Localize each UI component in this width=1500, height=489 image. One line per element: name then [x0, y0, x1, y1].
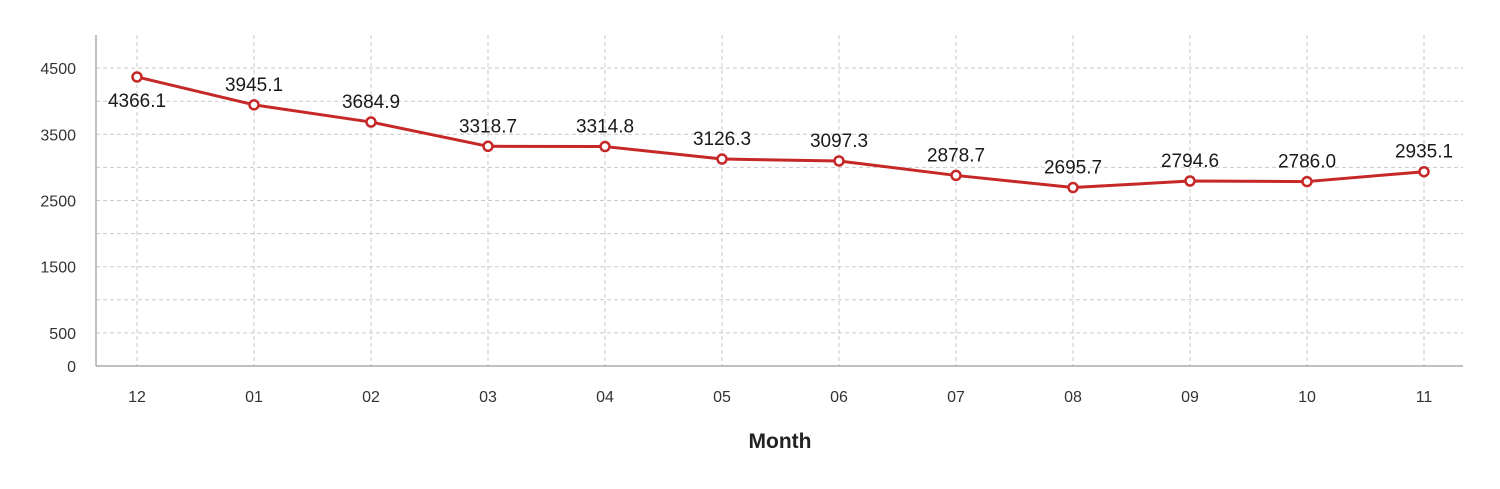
y-axis-ticks: 0 500 1500 2500 3500 4500 — [40, 61, 76, 376]
data-point — [716, 153, 728, 165]
x-tick-label: 02 — [362, 389, 380, 406]
data-label: 3318.7 — [459, 116, 517, 137]
x-axis-title: Month — [749, 430, 812, 453]
data-point — [365, 116, 377, 128]
data-labels: 4366.1 3945.1 3684.9 3318.7 3314.8 3126.3 3097… — [108, 75, 1453, 179]
data-point — [1184, 175, 1196, 187]
data-label: 3684.9 — [342, 92, 400, 113]
x-axis-ticks: 12 01 02 03 04 05 06 07 08 09 10 11 — [128, 389, 1432, 406]
data-point — [131, 71, 143, 83]
x-tick-label: 07 — [947, 389, 965, 406]
x-tick-label: 11 — [1416, 389, 1433, 406]
y-tick-label: 1500 — [40, 260, 76, 277]
data-label: 2794.6 — [1161, 151, 1219, 172]
x-tick-label: 10 — [1298, 389, 1316, 406]
x-tick-label: 12 — [128, 389, 146, 406]
grid — [96, 35, 1463, 366]
series — [131, 71, 1430, 194]
data-label: 2878.7 — [927, 145, 985, 166]
y-tick-label: 2500 — [40, 194, 76, 211]
data-point — [482, 140, 494, 153]
data-point — [950, 169, 962, 182]
data-label: 3945.1 — [225, 75, 283, 96]
data-label: 2786.0 — [1278, 152, 1336, 173]
data-label: 4366.1 — [108, 91, 166, 112]
y-tick-label: 0 — [67, 359, 76, 376]
x-tick-label: 01 — [245, 389, 263, 406]
x-tick-label: 04 — [596, 389, 614, 406]
x-tick-label: 05 — [713, 389, 731, 406]
data-label: 3126.3 — [693, 129, 751, 150]
data-label: 2935.1 — [1395, 142, 1453, 163]
data-point — [1418, 165, 1430, 178]
y-tick-label: 500 — [49, 326, 76, 343]
x-tick-label: 06 — [830, 389, 848, 406]
x-tick-label: 09 — [1181, 389, 1199, 406]
data-label: 3314.8 — [576, 117, 634, 138]
data-point — [248, 99, 260, 111]
y-tick-label: 3500 — [40, 127, 76, 144]
series-line — [135, 75, 1426, 190]
y-tick-label: 4500 — [40, 61, 76, 78]
data-point — [833, 155, 845, 167]
axes — [95, 35, 1463, 367]
data-point — [1301, 175, 1313, 188]
data-point — [599, 140, 611, 153]
data-point — [1067, 181, 1079, 194]
data-label: 3097.3 — [810, 131, 868, 152]
data-label: 2695.7 — [1044, 158, 1102, 179]
x-tick-label: 03 — [479, 389, 497, 406]
x-tick-label: 08 — [1064, 389, 1082, 406]
